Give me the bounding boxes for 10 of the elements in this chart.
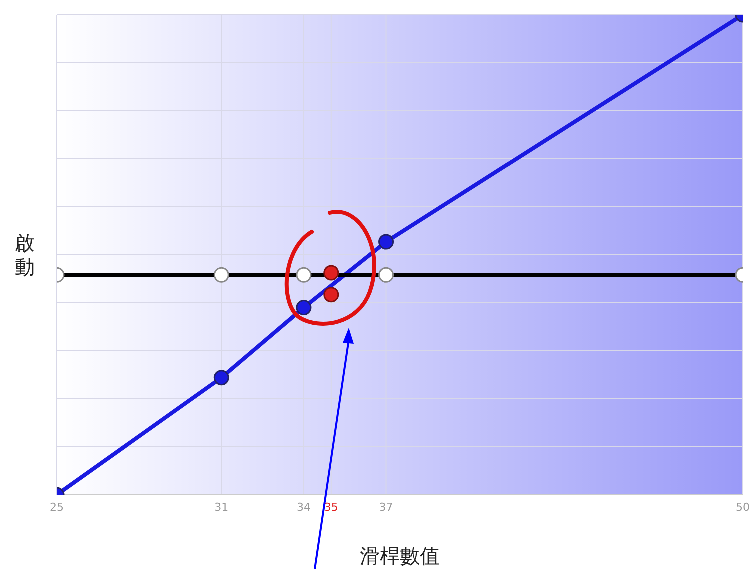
point: [324, 265, 340, 281]
x-tick-label: 31: [214, 501, 229, 514]
x-axis-title: 滑桿數值: [360, 544, 440, 568]
point: [324, 287, 340, 303]
x-tick-label: 25: [50, 501, 64, 514]
y-axis-title: 啟動: [14, 231, 36, 279]
x-tick-label: 37: [379, 501, 394, 514]
x-tick-label: 50: [736, 501, 750, 514]
x-tick-label: 35: [324, 501, 338, 514]
x-tick-label: 34: [296, 501, 311, 514]
